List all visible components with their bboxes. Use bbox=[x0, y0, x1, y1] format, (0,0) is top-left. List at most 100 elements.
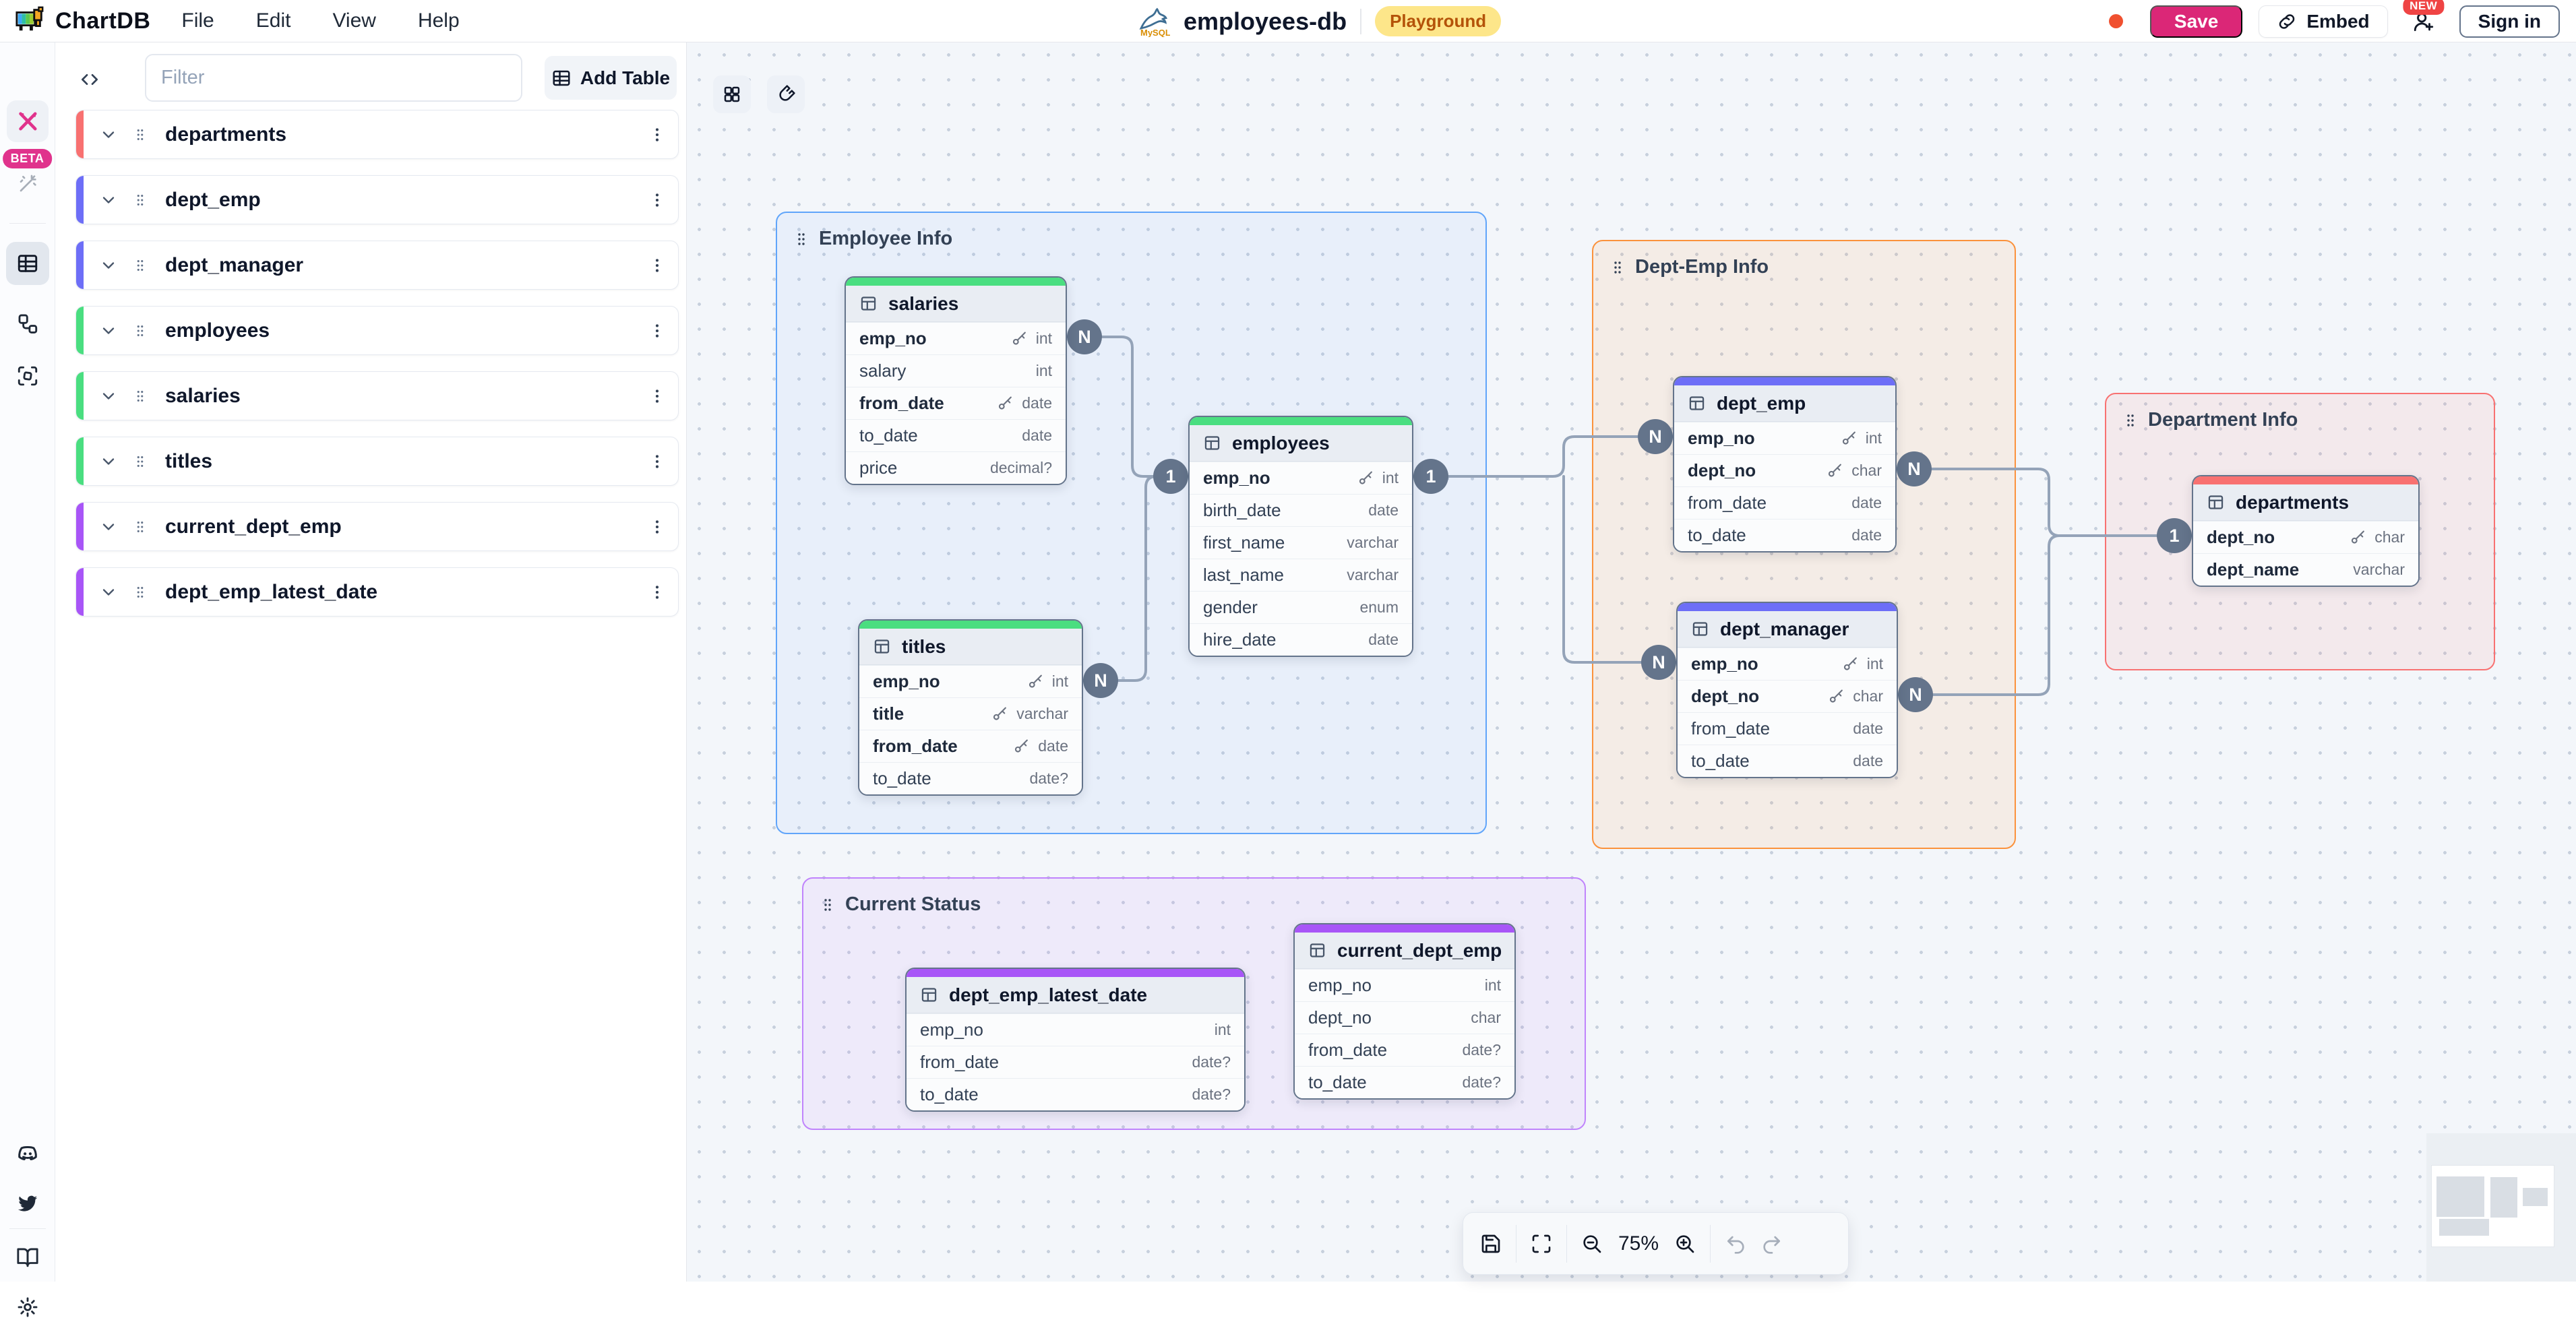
menu-view[interactable]: View bbox=[332, 9, 376, 32]
table-node-dept_emp[interactable]: dept_emp emp_no int dept_no char from_date dat… bbox=[1673, 376, 1897, 553]
area-label[interactable]: Current Status bbox=[803, 879, 1585, 931]
table-menu-button[interactable] bbox=[648, 322, 666, 340]
table-header[interactable]: employees bbox=[1190, 425, 1412, 462]
sidebar-table-dept_emp_latest_date[interactable]: dept_emp_latest_date bbox=[75, 567, 679, 617]
table-header[interactable]: titles bbox=[859, 629, 1082, 665]
diagram-name[interactable]: employees-db bbox=[1184, 7, 1347, 35]
invite-button[interactable]: NEW bbox=[2403, 0, 2445, 41]
relationships-panel-button[interactable] bbox=[11, 307, 44, 340]
field-name: dept_no bbox=[1688, 460, 1756, 480]
save-diagram-button[interactable] bbox=[1473, 1226, 1509, 1262]
add-table-button[interactable]: Add Table bbox=[545, 56, 677, 100]
table-header[interactable]: departments bbox=[2193, 484, 2418, 521]
table-color-accent bbox=[76, 111, 84, 158]
field-type: char bbox=[1471, 1009, 1501, 1027]
dbml-toggle-button[interactable] bbox=[74, 64, 105, 95]
table-node-dept_manager[interactable]: dept_manager emp_no int dept_no char from_dat… bbox=[1676, 602, 1898, 778]
redo-button[interactable] bbox=[1754, 1226, 1790, 1262]
table-menu-button[interactable] bbox=[648, 518, 666, 536]
field-name: emp_no bbox=[1691, 654, 1758, 674]
table-node-salaries[interactable]: salaries emp_no int salary int from_date date t… bbox=[845, 276, 1067, 485]
table-menu-button[interactable] bbox=[648, 257, 666, 274]
drag-handle[interactable] bbox=[133, 258, 148, 273]
magnet-button[interactable] bbox=[767, 75, 805, 113]
expand-chevron[interactable] bbox=[99, 256, 118, 275]
area-label[interactable]: Department Info bbox=[2106, 394, 2494, 446]
table-header[interactable]: current_dept_emp bbox=[1295, 933, 1514, 969]
sidebar-table-titles[interactable]: titles bbox=[75, 437, 679, 486]
areas-panel-button[interactable] bbox=[11, 359, 44, 393]
table-menu-button[interactable] bbox=[648, 453, 666, 470]
drag-handle[interactable] bbox=[133, 127, 148, 142]
table-color-accent bbox=[76, 241, 84, 289]
menu-help[interactable]: Help bbox=[417, 9, 460, 32]
embed-button[interactable]: Embed bbox=[2259, 5, 2388, 38]
magic-wand-button[interactable] bbox=[13, 169, 42, 199]
table-header[interactable]: salaries bbox=[846, 286, 1066, 322]
table-header[interactable]: dept_manager bbox=[1678, 611, 1897, 648]
drag-handle[interactable] bbox=[133, 193, 148, 208]
primary-key-icon bbox=[1012, 332, 1026, 345]
settings-button[interactable] bbox=[11, 1290, 44, 1324]
field-from_date: from_date date? bbox=[1295, 1034, 1514, 1066]
sidebar-table-salaries[interactable]: salaries bbox=[75, 371, 679, 420]
expand-chevron[interactable] bbox=[99, 517, 118, 536]
table-node-titles[interactable]: titles emp_no int title varchar from_date date… bbox=[858, 619, 1083, 796]
twitter-icon bbox=[18, 1195, 37, 1211]
table-node-employees[interactable]: employees emp_no int birth_date date first_na… bbox=[1188, 416, 1413, 657]
table-color-bar bbox=[2193, 476, 2418, 484]
table-header[interactable]: dept_emp_latest_date bbox=[907, 977, 1244, 1013]
sign-in-button[interactable]: Sign in bbox=[2459, 5, 2560, 38]
undo-button[interactable] bbox=[1717, 1226, 1754, 1262]
table-node-current_dept_emp[interactable]: current_dept_emp emp_no int dept_no char from… bbox=[1293, 923, 1516, 1100]
minimap[interactable] bbox=[2426, 1133, 2576, 1282]
table-name: employees bbox=[165, 319, 270, 342]
table-node-dept_emp_latest_date[interactable]: dept_emp_latest_date emp_no int from_date da… bbox=[905, 968, 1246, 1112]
table-node-departments[interactable]: departments dept_no char dept_name varchar bbox=[2192, 475, 2420, 587]
sidebar-table-dept_manager[interactable]: dept_manager bbox=[75, 241, 679, 290]
sidebar-table-departments[interactable]: departments bbox=[75, 110, 679, 159]
expand-chevron[interactable] bbox=[99, 321, 118, 340]
grid-view-button[interactable] bbox=[713, 75, 751, 113]
table-menu-button[interactable] bbox=[648, 387, 666, 405]
table-menu-button[interactable] bbox=[648, 191, 666, 209]
field-name: emp_no bbox=[920, 1019, 983, 1040]
sidebar-table-current_dept_emp[interactable]: current_dept_emp bbox=[75, 502, 679, 551]
docs-link[interactable] bbox=[11, 1240, 44, 1274]
table-menu-button[interactable] bbox=[648, 126, 666, 144]
expand-chevron[interactable] bbox=[99, 191, 118, 210]
drag-dots-icon bbox=[137, 259, 144, 271]
menu-edit[interactable]: Edit bbox=[255, 9, 291, 32]
expand-chevron[interactable] bbox=[99, 125, 118, 144]
field-type-label: date? bbox=[1192, 1085, 1231, 1103]
drag-handle[interactable] bbox=[133, 585, 148, 600]
filter-input[interactable] bbox=[145, 54, 522, 102]
drag-handle[interactable] bbox=[133, 323, 148, 338]
drag-handle[interactable] bbox=[133, 389, 148, 404]
drag-handle[interactable] bbox=[133, 519, 148, 534]
menu-file[interactable]: File bbox=[181, 9, 214, 32]
area-label[interactable]: Employee Info bbox=[777, 213, 1485, 265]
area-label[interactable]: Dept-Emp Info bbox=[1593, 241, 2015, 293]
drag-handle[interactable] bbox=[133, 454, 148, 469]
zoom-in-button[interactable] bbox=[1667, 1226, 1703, 1262]
diagram-canvas[interactable]: Employee Info Dept-Emp Info Department Inf… bbox=[687, 42, 2576, 1282]
table-header[interactable]: dept_emp bbox=[1674, 385, 1895, 422]
chartdb-pencils-button[interactable] bbox=[6, 100, 49, 142]
twitter-link[interactable] bbox=[11, 1187, 44, 1220]
discord-link[interactable] bbox=[11, 1137, 44, 1171]
save-button[interactable]: Save bbox=[2149, 5, 2243, 38]
expand-chevron[interactable] bbox=[99, 583, 118, 602]
fit-view-button[interactable] bbox=[1523, 1226, 1560, 1262]
field-type-label: date? bbox=[1462, 1073, 1501, 1091]
minimap-node bbox=[2490, 1177, 2517, 1218]
field-type-label: date? bbox=[1462, 1041, 1501, 1059]
expand-chevron[interactable] bbox=[99, 387, 118, 406]
sidebar-table-employees[interactable]: employees bbox=[75, 306, 679, 355]
zoom-level-button[interactable]: 75% bbox=[1618, 1232, 1659, 1255]
zoom-out-button[interactable] bbox=[1574, 1226, 1610, 1262]
sidebar-table-dept_emp[interactable]: dept_emp bbox=[75, 175, 679, 224]
tables-panel-button[interactable] bbox=[5, 242, 49, 285]
expand-chevron[interactable] bbox=[99, 452, 118, 471]
table-menu-button[interactable] bbox=[648, 584, 666, 601]
